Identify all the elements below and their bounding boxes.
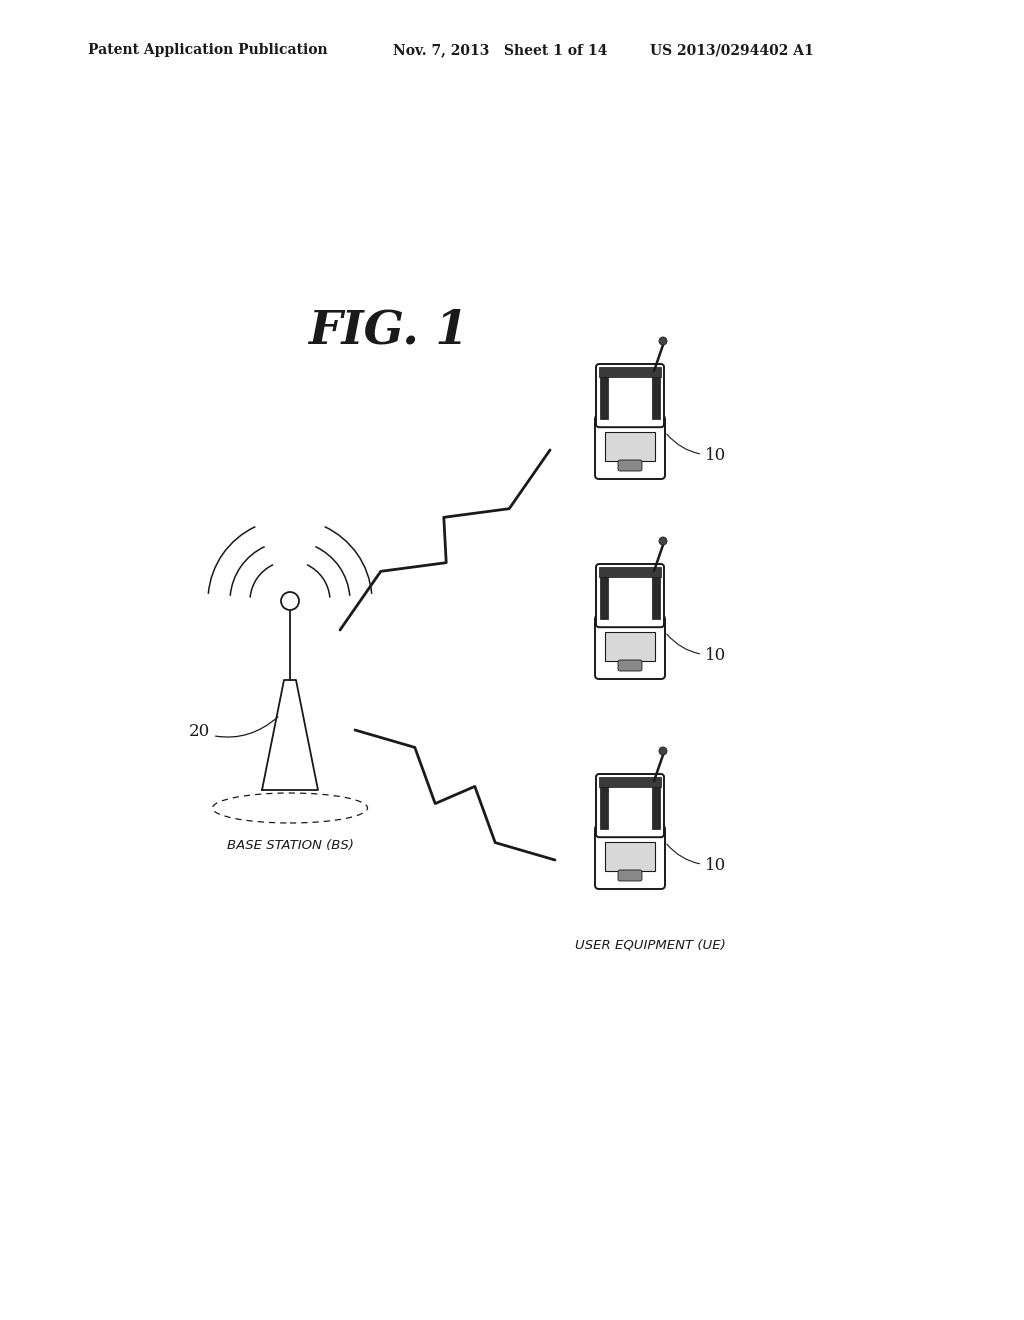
Text: 10: 10: [667, 843, 726, 874]
Polygon shape: [262, 680, 318, 789]
Circle shape: [281, 591, 299, 610]
FancyBboxPatch shape: [595, 416, 665, 479]
FancyBboxPatch shape: [618, 870, 642, 880]
Bar: [599, 367, 662, 378]
Circle shape: [659, 537, 667, 545]
Bar: [652, 781, 660, 829]
FancyBboxPatch shape: [595, 825, 665, 888]
Text: Nov. 7, 2013   Sheet 1 of 14: Nov. 7, 2013 Sheet 1 of 14: [393, 44, 607, 57]
FancyBboxPatch shape: [595, 615, 665, 678]
Text: BASE STATION (BS): BASE STATION (BS): [226, 838, 353, 851]
Text: USER EQUIPMENT (UE): USER EQUIPMENT (UE): [574, 939, 725, 952]
FancyBboxPatch shape: [618, 660, 642, 671]
Circle shape: [659, 337, 667, 345]
Text: 10: 10: [667, 434, 726, 463]
FancyBboxPatch shape: [605, 632, 655, 661]
Text: FIG. 1: FIG. 1: [308, 308, 468, 352]
Bar: [599, 568, 662, 577]
FancyBboxPatch shape: [596, 774, 664, 837]
Bar: [600, 781, 608, 829]
FancyBboxPatch shape: [605, 432, 655, 461]
Text: 20: 20: [188, 717, 278, 741]
FancyBboxPatch shape: [605, 842, 655, 871]
Bar: [599, 777, 662, 787]
Text: US 2013/0294402 A1: US 2013/0294402 A1: [650, 44, 814, 57]
Bar: [600, 372, 608, 420]
FancyBboxPatch shape: [596, 564, 664, 627]
Text: Patent Application Publication: Patent Application Publication: [88, 44, 328, 57]
Bar: [652, 372, 660, 420]
Circle shape: [659, 747, 667, 755]
Text: 10: 10: [667, 634, 726, 664]
FancyBboxPatch shape: [618, 459, 642, 471]
Bar: [652, 572, 660, 619]
FancyBboxPatch shape: [596, 364, 664, 428]
Bar: [600, 572, 608, 619]
